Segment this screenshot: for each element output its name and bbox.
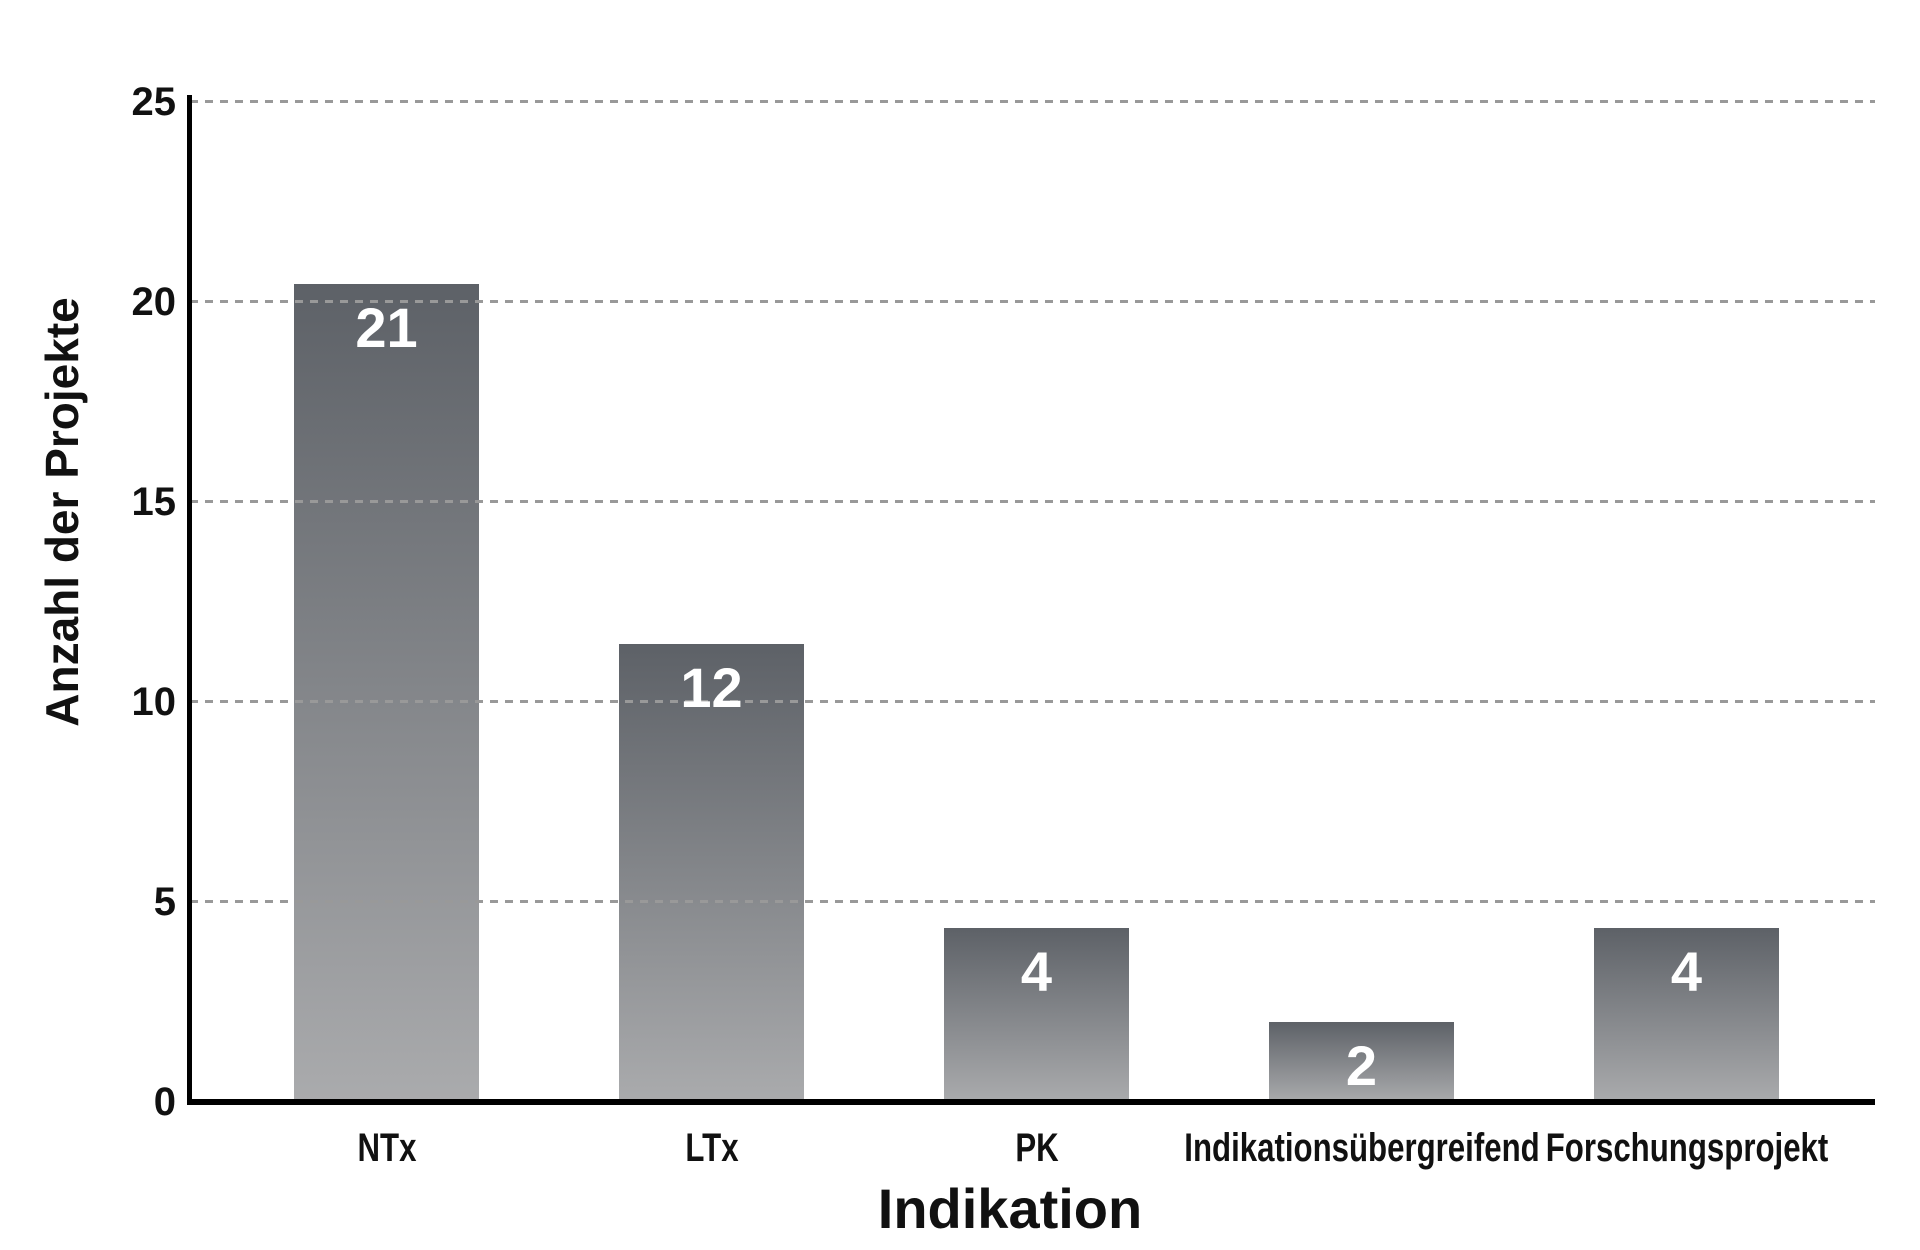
y-tick-label-5: 5 — [153, 880, 176, 924]
x-category-label-4: Indikationsübergreifend — [1183, 1126, 1540, 1170]
bar-value-label-3: 4 — [1020, 940, 1053, 1003]
y-tick-label-25: 25 — [131, 80, 177, 124]
gridline-25 — [190, 100, 1875, 103]
x-category-label-2: LTx — [684, 1126, 739, 1170]
bar-4 — [1269, 1022, 1454, 1102]
x-category-label-5: Forschungsprojekt — [1545, 1126, 1828, 1170]
gridline-5 — [190, 900, 1875, 903]
bar-5 — [1594, 928, 1779, 1102]
bar-3 — [944, 928, 1129, 1102]
y-axis-line — [187, 95, 192, 1105]
x-axis-line — [187, 1099, 1875, 1105]
y-tick-label-10: 10 — [131, 680, 177, 724]
bar-value-label-4: 2 — [1345, 1034, 1378, 1097]
bar-value-label-2: 12 — [680, 656, 743, 719]
x-category-label-1: NTx — [357, 1126, 416, 1170]
x-category-label-3: PK — [1014, 1126, 1059, 1170]
y-tick-label-0: 0 — [153, 1080, 176, 1124]
bar-1 — [294, 284, 479, 1102]
bar-value-label-5: 4 — [1670, 940, 1703, 1003]
y-tick-label-20: 20 — [131, 280, 177, 324]
gridline-15 — [190, 500, 1875, 503]
bar-value-label-1: 21 — [355, 296, 418, 359]
y-tick-label-15: 15 — [131, 480, 177, 524]
gridline-20 — [190, 300, 1875, 303]
x-axis-title: Indikation — [877, 1177, 1143, 1240]
bar-2 — [619, 644, 804, 1102]
gridline-10 — [190, 700, 1875, 703]
